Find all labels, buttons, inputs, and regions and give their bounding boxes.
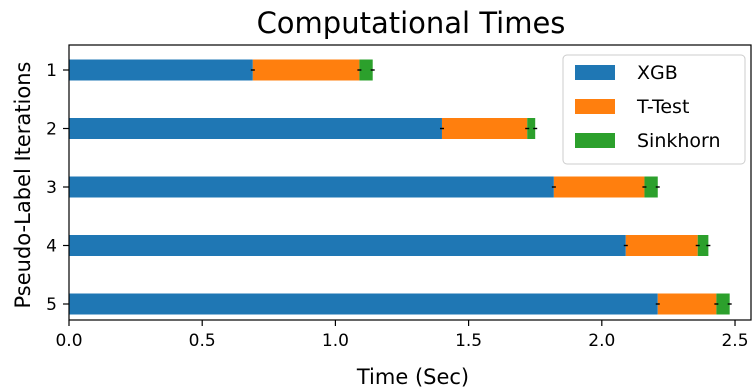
y-tick-label: 4 [46, 237, 57, 257]
bar-t-test-iter-5 [657, 293, 717, 315]
x-tick-label: 2.5 [721, 331, 748, 351]
y-tick-label: 2 [46, 120, 57, 140]
y-axis-label: Pseudo-Label Iterations [11, 62, 35, 309]
legend-label: Sinkhorn [637, 130, 721, 152]
bars-group [69, 59, 730, 315]
bar-sinkhorn-iter-2 [527, 118, 536, 139]
x-tick-label: 2.0 [588, 331, 615, 351]
bar-t-test-iter-1 [252, 59, 360, 81]
x-tick-label: 0.5 [189, 331, 216, 351]
x-tick-label: 1.0 [322, 331, 349, 351]
y-tick-label: 1 [46, 61, 57, 81]
x-axis-ticks: 0.0 0.5 1.0 1.5 2.0 2.5 [55, 320, 749, 351]
chart-title: Computational Times [257, 6, 566, 40]
legend-swatch-t-test [575, 99, 615, 114]
bar-xgb-iter-3 [69, 176, 554, 198]
plot-frame [68, 44, 752, 321]
legend: XGB T-Test Sinkhorn [562, 54, 746, 165]
bar-xgb-iter-4 [69, 235, 626, 256]
legend-label: XGB [637, 62, 678, 84]
error-bars-group [250, 69, 732, 305]
x-tick-label: 0.0 [55, 331, 82, 351]
y-tick-label: 3 [46, 178, 57, 198]
bar-sinkhorn-iter-4 [697, 235, 709, 256]
x-axis-label: Time (Sec) [356, 365, 469, 389]
legend-swatch-sinkhorn [575, 133, 615, 148]
legend-swatch-xgb [575, 65, 615, 80]
x-tick-label: 1.5 [455, 331, 482, 351]
bar-t-test-iter-3 [553, 176, 645, 198]
y-axis-ticks: 1 2 3 4 5 [46, 61, 69, 315]
y-tick-label: 5 [46, 295, 57, 315]
bar-t-test-iter-2 [441, 118, 528, 139]
bar-xgb-iter-2 [69, 118, 442, 139]
bar-sinkhorn-iter-5 [716, 293, 730, 315]
bar-xgb-iter-5 [69, 293, 658, 315]
bar-t-test-iter-4 [625, 235, 698, 256]
bar-xgb-iter-1 [69, 59, 253, 81]
legend-label: T-Test [636, 96, 689, 118]
bar-sinkhorn-iter-1 [359, 59, 373, 81]
bar-sinkhorn-iter-3 [644, 176, 658, 198]
